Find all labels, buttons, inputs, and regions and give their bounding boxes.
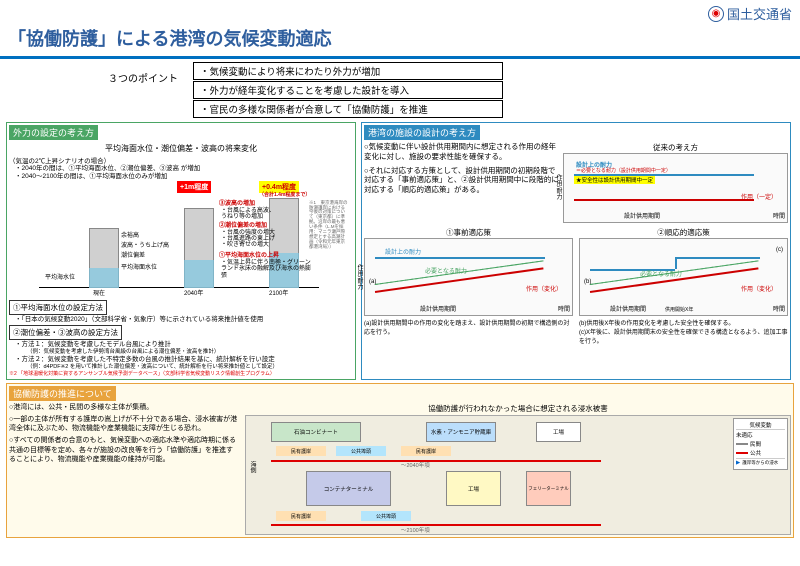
red-box: +1m程度 xyxy=(177,181,211,193)
method1-title: ①平均海面水位の設定方法 xyxy=(9,300,107,315)
point-1: ・気候変動により将来にわたり外力が増加 xyxy=(193,62,503,80)
left-subhead: 平均海面水位・潮位偏差・波高の将来変化 xyxy=(9,143,353,154)
logo-icon: ◉ xyxy=(708,6,724,22)
flood-map: 石油コンビナート 水素・アンモニア貯蔵庫 工場 民有護岸 公共埠頭 民有護岸 コ… xyxy=(245,415,791,535)
sea-level-diagram: 余裕高 波高・うち上げ高 潮位偏差 平均海面水位 平均海水位 +1m程度 +0.… xyxy=(9,183,349,298)
points-label: ３つのポイント xyxy=(8,62,178,85)
right-section: 港湾の施設の設計の考え方 ○気候変動に伴い設計供用期間内に想定される作用の経年変… xyxy=(361,122,791,380)
title-bar: 「協働防護」による港湾の気候変動適応 xyxy=(0,23,800,59)
method1-text: ・「日本の気候変動2020」（文部科学省・気象庁）等に示されている将来推計値を使… xyxy=(15,316,353,324)
left-line2: ・2040～2100年の間は、①平均海面水位のみが増加 xyxy=(15,173,353,181)
page-title: 「協働防護」による港湾の気候変動適応 xyxy=(8,29,331,49)
bottom-section: 協働防護の推進について ○港湾には、公共・民間の多様な主体が集積。 ○一部の主体… xyxy=(6,383,794,538)
yel-box: +0.4m程度 xyxy=(259,181,299,193)
left-section: 外力の設定の考え方 平均海面水位・潮位偏差・波高の将来変化 （気温の2℃上昇シナ… xyxy=(6,122,356,380)
chart-pre: 作用/耐力 設計上の耐力 必要となる耐力 作用（変化） (a) 設計供用期間 時… xyxy=(364,238,573,316)
logo-text: 国土交通省 xyxy=(727,4,792,23)
left-head: 外力の設定の考え方 xyxy=(9,125,98,140)
point-2: ・外力が経年変化することを考慮した設計を導入 xyxy=(193,81,503,99)
scenario-note: （気温の2℃上昇シナリオの場合） xyxy=(9,155,353,165)
chart-conventional: 作用/耐力 設計上の耐力 ＝必要となる耐力（設計供用期間中一定） ★安全性は設計… xyxy=(563,153,788,223)
bottom-head: 協働防護の推進について xyxy=(9,386,116,401)
left-line1: ・2040年の間は、①平均海面水位、②潮位偏差、③波高 が増加 xyxy=(15,165,353,173)
method2-title: ②潮位偏差・③波高の設定方法 xyxy=(9,325,122,340)
logo: ◉ 国土交通省 xyxy=(708,4,792,23)
right-head: 港湾の施設の設計の考え方 xyxy=(364,125,480,140)
point-3: ・官民の多様な関係者が合意して「協働防護」を推進 xyxy=(193,100,503,118)
map-legend: 気候変動 未適応 民間 公共 ▶護岸等からの浸水 xyxy=(733,418,788,470)
chart-adaptive: 必要となる耐力 作用（変化） (b) (c) 設計供用期間 供用開始X年 時間 xyxy=(579,238,788,316)
points-list: ・気候変動により将来にわたり外力が増加 ・外力が経年変化することを考慮した設計を… xyxy=(193,62,503,119)
